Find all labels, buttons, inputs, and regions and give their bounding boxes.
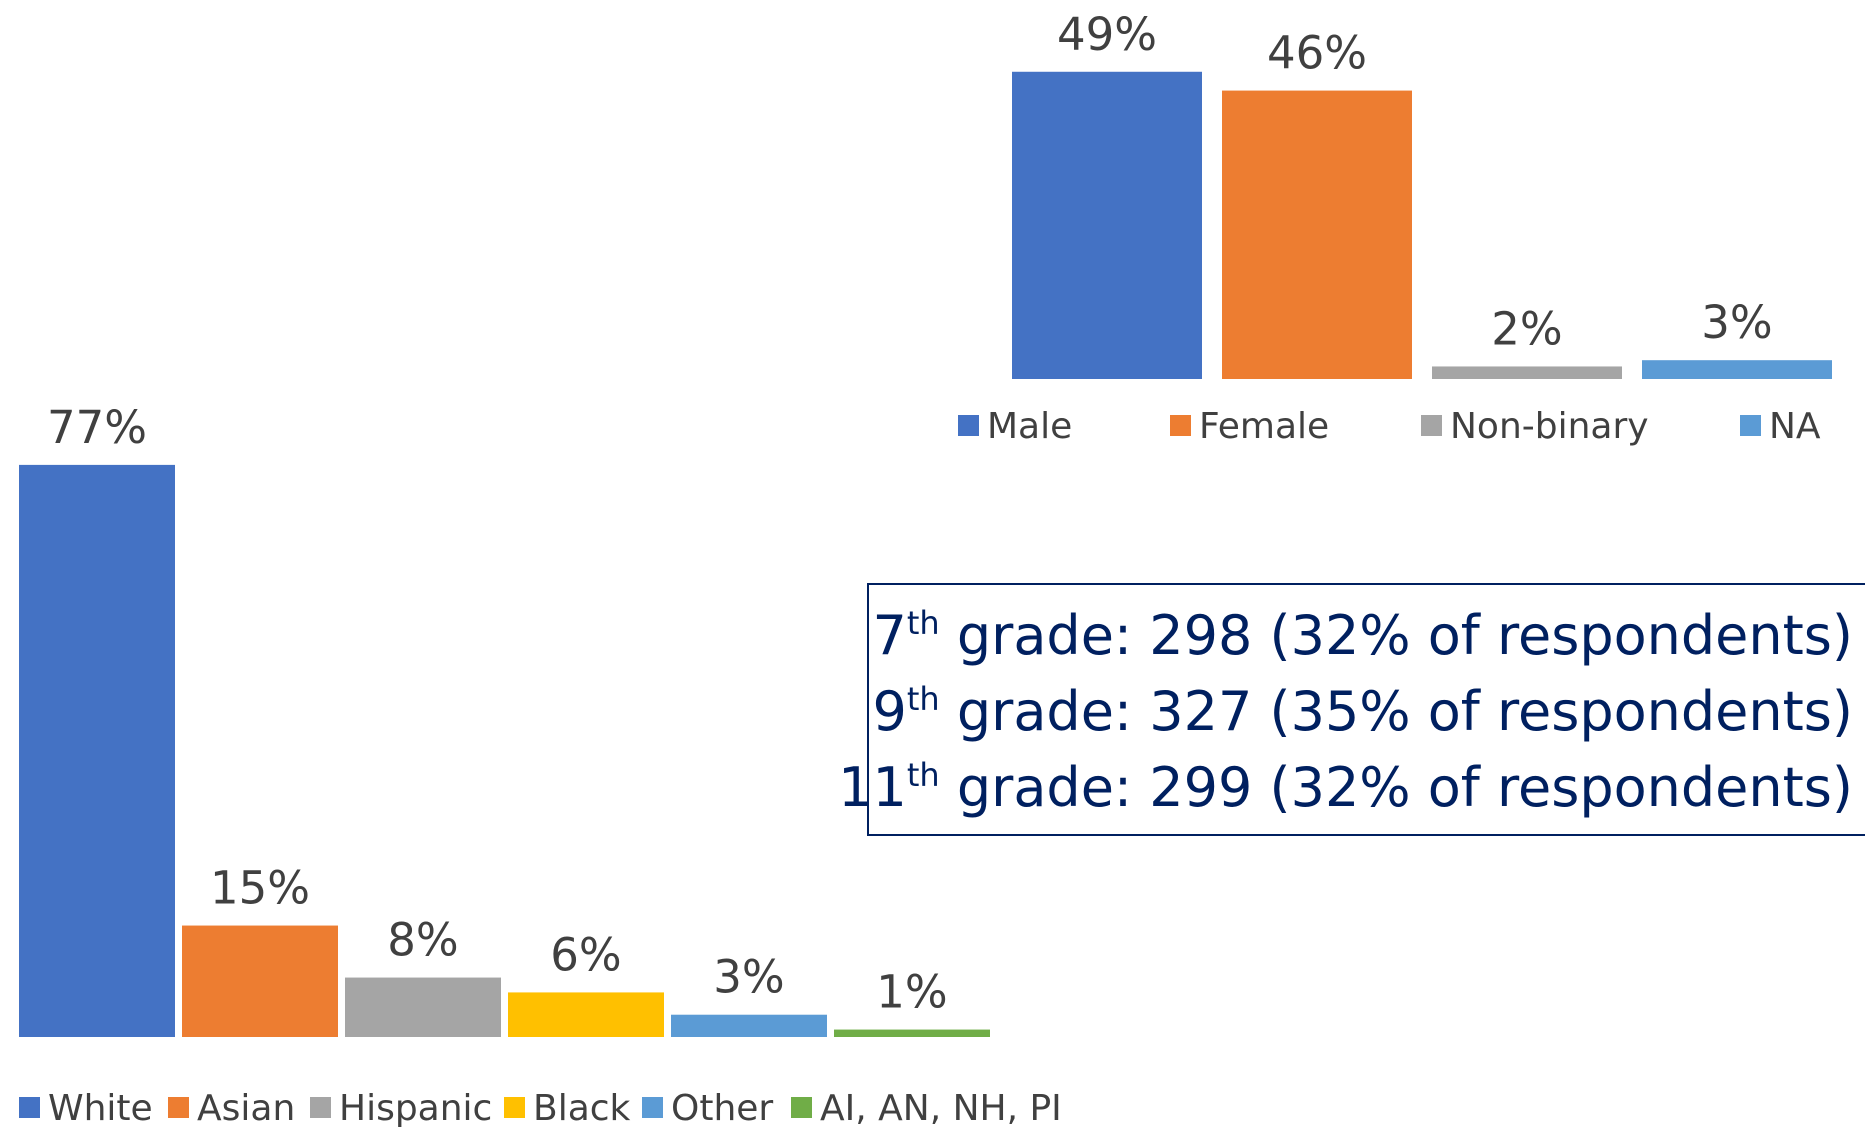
legend-label: Female [1199,406,1329,447]
grade-line: 7th grade: 298 (32% of respondents) [873,604,1854,667]
bar [1432,366,1622,379]
grade-suffix: th [907,680,940,718]
grade-box [867,583,1865,836]
data-label: 3% [713,951,784,1004]
legend-label: Asian [197,1088,295,1127]
grade-number: 7 [873,604,907,667]
legend-swatch [310,1097,331,1118]
bar [182,925,338,1037]
bar [508,992,664,1037]
legend-swatch [958,415,979,436]
legend-label: AI, AN, NH, PI [820,1088,1062,1127]
legend-swatch [791,1097,812,1118]
legend-label: Other [671,1088,773,1127]
legend-swatch [642,1097,663,1118]
legend-label: Hispanic [339,1088,492,1127]
data-label: 46% [1267,27,1367,80]
bar [1222,90,1412,379]
bar [671,1014,827,1037]
data-label: 77% [47,401,147,454]
legend-label: NA [1769,406,1821,447]
legend-swatch [1421,415,1442,436]
legend-label: White [48,1088,153,1127]
bar [1642,360,1832,379]
legend-swatch [504,1097,525,1118]
legend-swatch [168,1097,189,1118]
grade-text: grade: 298 (32% of respondents) [940,604,1853,667]
bar [834,1029,990,1037]
grade-line: 11th grade: 299 (32% of respondents) [838,756,1853,819]
grade-number: 11 [838,756,907,819]
grade-suffix: th [907,604,940,642]
bar [1012,71,1202,380]
legend-swatch [1740,415,1761,436]
bar [345,977,501,1037]
legend-swatch [1170,415,1191,436]
grade-text: grade: 299 (32% of respondents) [940,756,1853,819]
grade-line: 9th grade: 327 (35% of respondents) [873,680,1854,743]
bar [19,464,175,1037]
data-label: 49% [1057,8,1157,61]
data-label: 2% [1491,302,1562,355]
legend-swatch [19,1097,40,1118]
grade-text: 7th grade: 298 (32% of respondents)9th g… [838,604,1853,819]
legend-label: Non-binary [1450,406,1649,447]
legend-label: Black [533,1088,631,1127]
grade-text: grade: 327 (35% of respondents) [940,680,1853,743]
grade-suffix: th [907,756,940,794]
data-label: 6% [550,928,621,981]
data-label: 1% [876,966,947,1019]
grade-number: 9 [873,680,907,743]
data-label: 3% [1701,296,1772,349]
data-label: 8% [387,914,458,967]
data-label: 15% [210,862,310,915]
legend-label: Male [987,406,1072,447]
